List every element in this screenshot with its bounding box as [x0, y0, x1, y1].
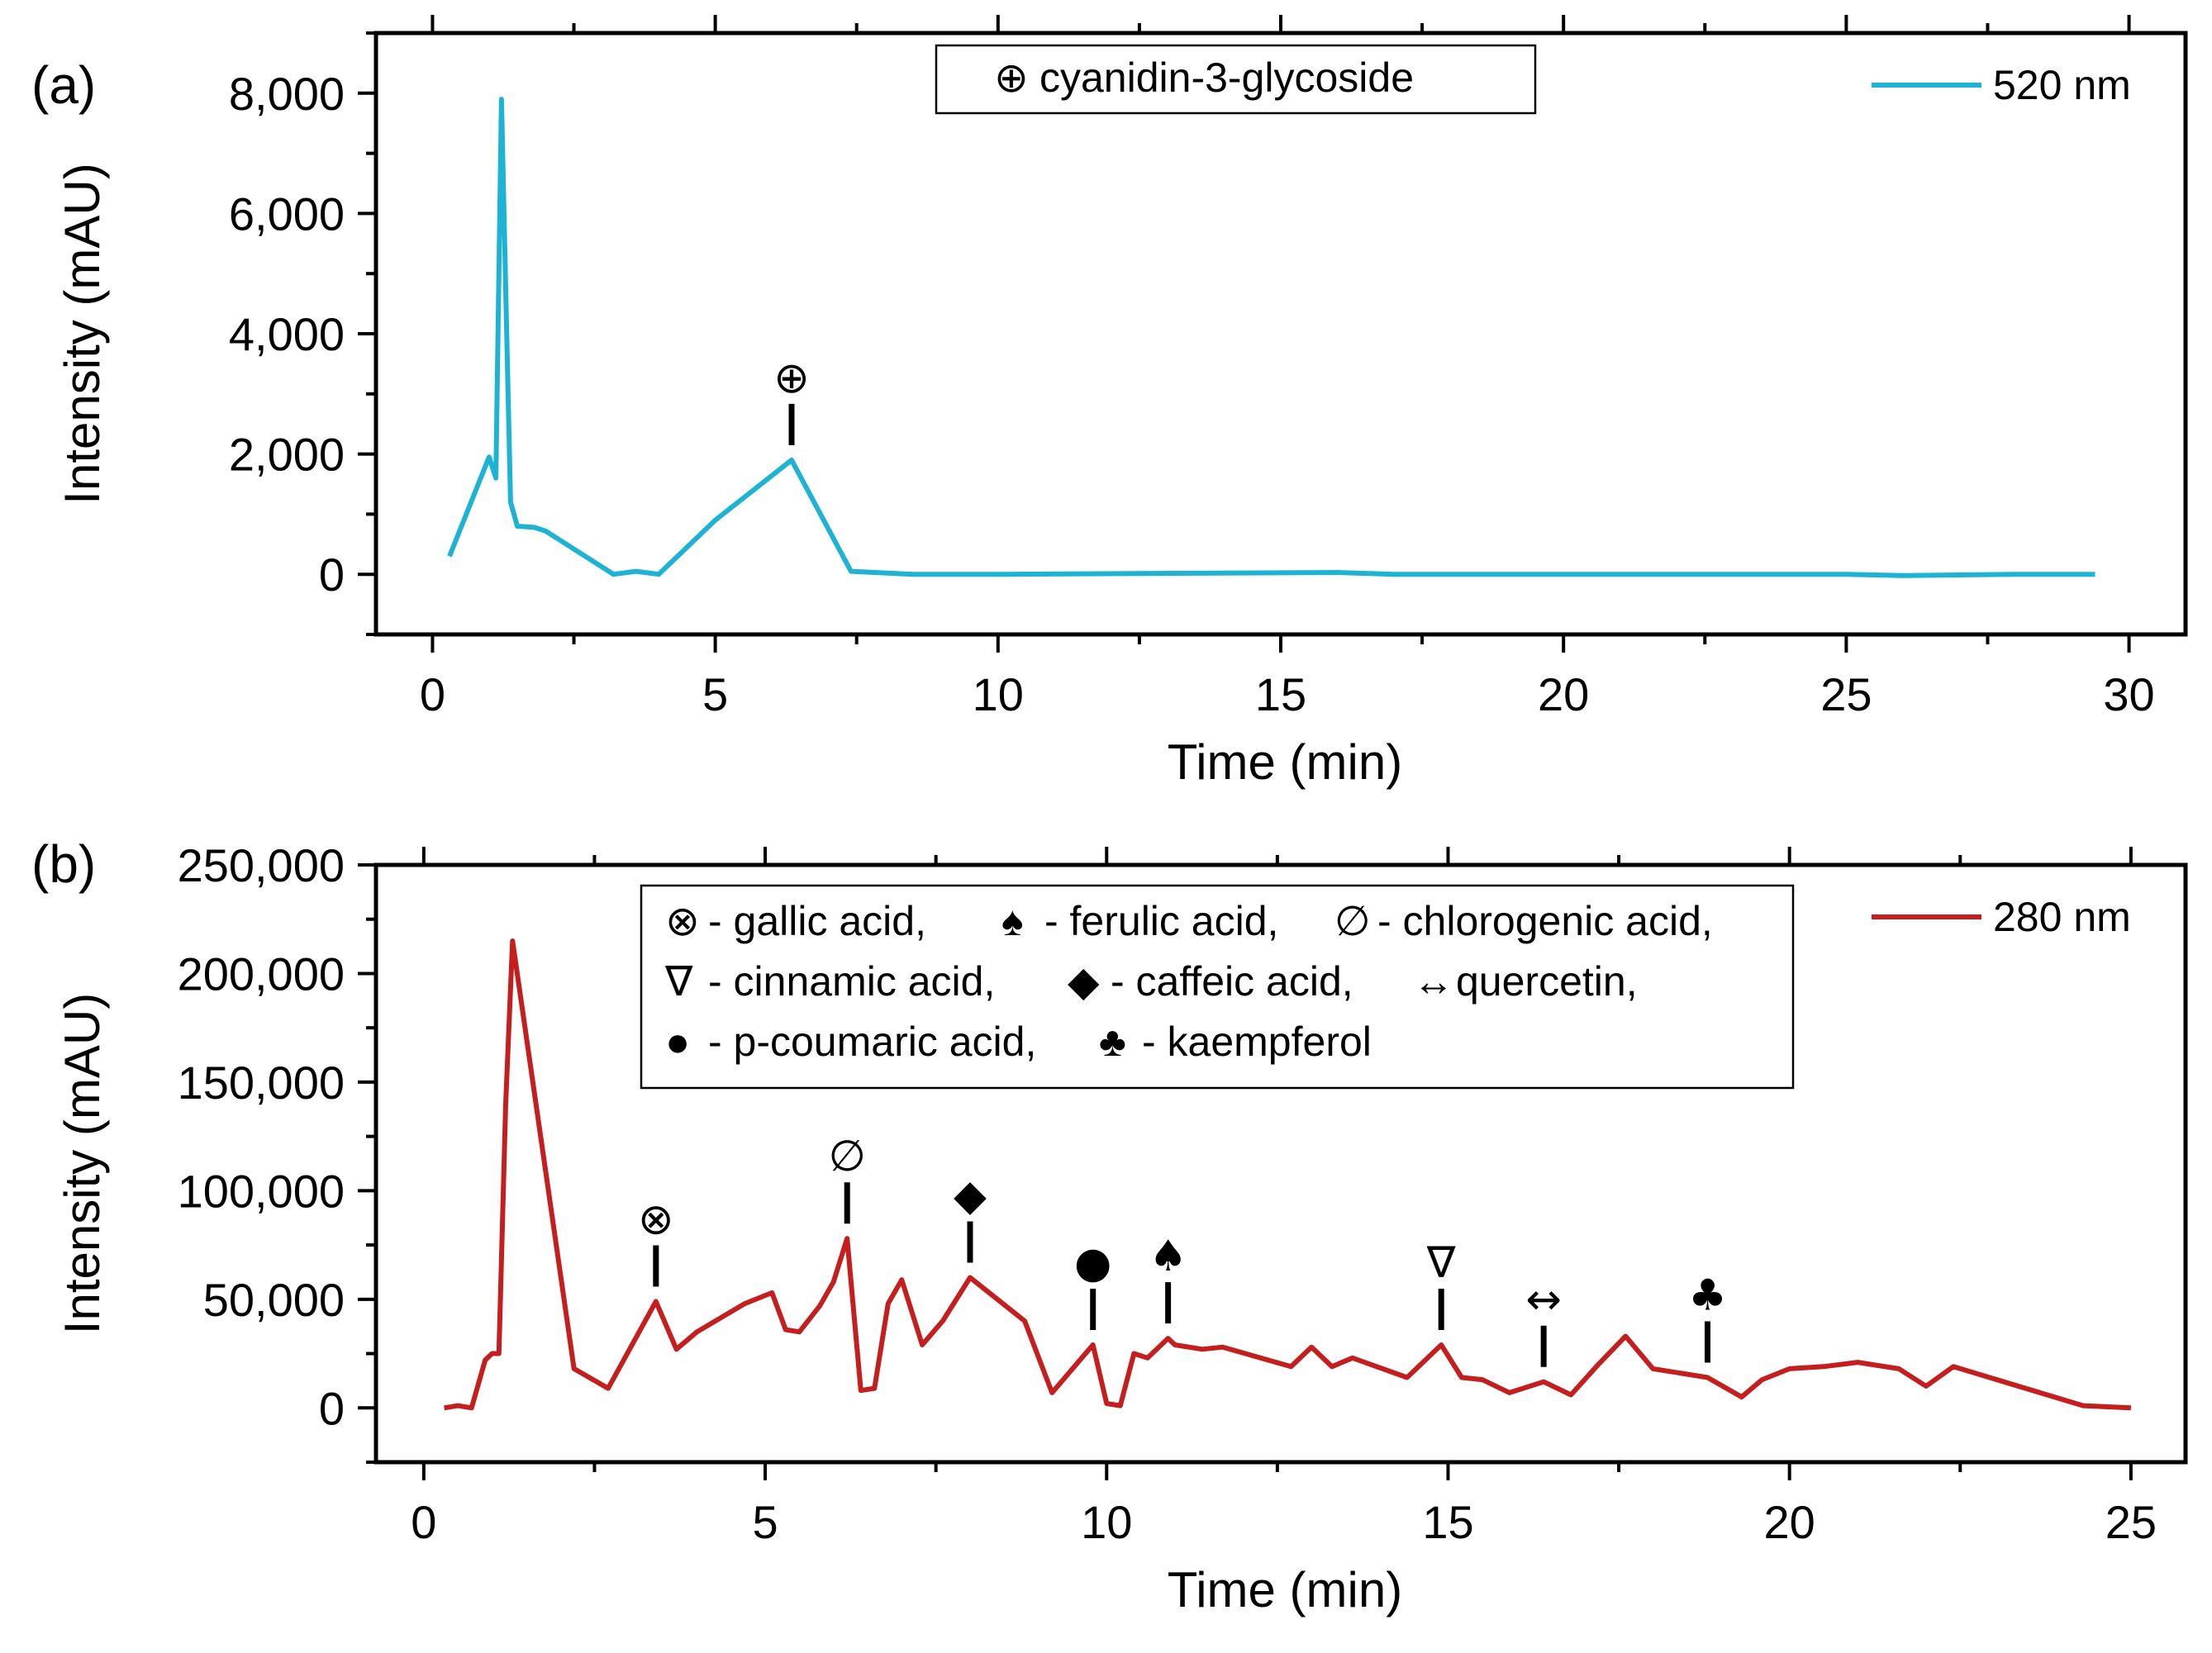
- peak-marker-glyph: ◆: [954, 1171, 987, 1221]
- series-line-0: [444, 938, 2132, 1411]
- y-tick-label: 4,000: [229, 308, 345, 360]
- x-tick-label: 30: [2103, 668, 2154, 720]
- y-tick-label: 8,000: [229, 68, 345, 120]
- compound-legend-label: - cinnamic acid,: [708, 958, 995, 1005]
- compound-legend-glyph: ⊕: [994, 55, 1029, 101]
- peak-marker-glyph: ↔: [1525, 1275, 1562, 1325]
- compound-legend-glyph: ∇: [664, 958, 693, 1005]
- x-tick-label: 25: [1820, 668, 1872, 720]
- peak-marker-glyph: ⊗: [638, 1195, 674, 1244]
- peak-marker-glyph: ∇: [1426, 1238, 1456, 1288]
- compound-legend-label: - gallic acid,: [708, 898, 926, 944]
- panel-label: (b): [31, 834, 96, 894]
- compound-legend-label: - kaempferol: [1142, 1019, 1372, 1065]
- y-tick-label: 150,000: [178, 1057, 345, 1109]
- peak-marker-glyph: ♠: [1149, 1232, 1187, 1281]
- x-tick-label: 0: [411, 1496, 436, 1548]
- compound-legend-glyph: ♣: [1099, 1019, 1126, 1065]
- y-tick-label: 2,000: [229, 429, 345, 481]
- peak-marker-glyph: ♣: [1688, 1271, 1727, 1320]
- plot-frame: [373, 31, 2188, 637]
- peak-marker-glyph: ●: [1074, 1238, 1111, 1288]
- compound-legend-label: quercetin,: [1456, 958, 1638, 1005]
- plot-frame: [373, 862, 2188, 1465]
- compound-legend-glyph: ∅: [1334, 898, 1371, 944]
- compound-legend-label: - chlorogenic acid,: [1377, 898, 1713, 944]
- compound-legend-glyph: ♠: [1001, 898, 1024, 944]
- compound-legend-label: - p-coumaric acid,: [708, 1019, 1036, 1065]
- compound-legend-glyph: ↔: [1413, 958, 1454, 1005]
- compound-legend-glyph: ●: [665, 1019, 690, 1065]
- panel-b-chromatogram-280nm: 0 5 10 15 20 25 0 50,000 100,000 150,000 200,000 25…: [31, 834, 2188, 1617]
- compound-legend-glyph: ⊗: [665, 898, 700, 944]
- compound-legend-box: [640, 884, 1795, 1090]
- x-tick-label: 10: [973, 668, 1024, 720]
- peak-marker-glyph: ∅: [829, 1132, 866, 1181]
- legend-series-name: 280 nm: [1993, 894, 2131, 940]
- x-tick-label: 5: [752, 1496, 778, 1548]
- y-tick-label: 50,000: [203, 1274, 345, 1326]
- x-tick-label: 15: [1255, 668, 1306, 720]
- compound-legend-label: - ferulic acid,: [1044, 898, 1278, 944]
- x-axis-title: Time (min): [1168, 1562, 1402, 1617]
- y-axis-title: Intensity (mAU): [55, 993, 110, 1334]
- y-tick-label: 250,000: [178, 839, 345, 891]
- legend-series-name: 520 nm: [1993, 62, 2131, 108]
- compound-legend-label: cyanidin-3-glycoside: [1039, 55, 1414, 101]
- panel-label: (a): [31, 55, 96, 115]
- y-tick-label: 0: [319, 1382, 345, 1434]
- x-tick-label: 25: [2105, 1496, 2157, 1548]
- y-axis-title: Intensity (mAU): [55, 163, 110, 504]
- x-tick-label: 15: [1422, 1496, 1473, 1548]
- y-tick-label: 100,000: [178, 1165, 345, 1217]
- series-line-0: [447, 97, 2095, 578]
- x-tick-label: 5: [702, 668, 728, 720]
- y-tick-label: 200,000: [178, 948, 345, 1000]
- x-tick-label: 20: [1538, 668, 1589, 720]
- compound-legend-label: - caffeic acid,: [1111, 958, 1353, 1005]
- panel-a-chromatogram-520nm: 0 5 10 15 20 25 30 0 2,000 4,000 6,000 8,000 Time (m…: [31, 15, 2188, 790]
- x-axis-title: Time (min): [1168, 734, 1402, 790]
- compound-legend-box: [935, 44, 1537, 115]
- x-tick-label: 10: [1081, 1496, 1132, 1548]
- x-tick-label: 20: [1764, 1496, 1815, 1548]
- y-tick-label: 6,000: [229, 188, 345, 240]
- compound-legend-glyph: ◆: [1068, 958, 1100, 1005]
- x-tick-label: 0: [420, 668, 445, 720]
- y-tick-label: 0: [319, 549, 345, 601]
- peak-marker-glyph: ⊕: [773, 354, 810, 403]
